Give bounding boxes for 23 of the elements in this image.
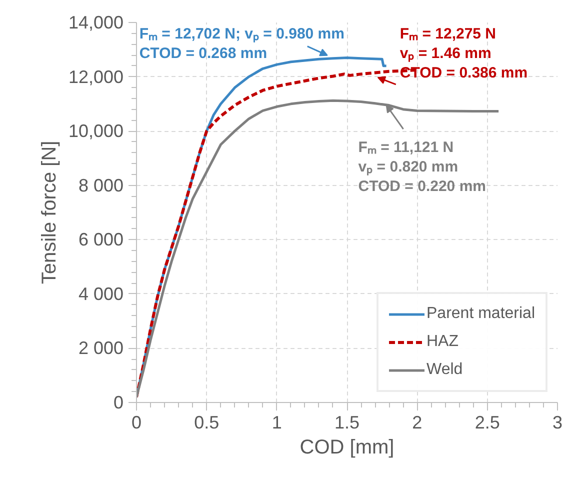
y-tick-label: 12,000: [68, 66, 124, 87]
x-tick-label: 2.5: [474, 412, 500, 432]
y-axis-title: Tensile force [N]: [38, 140, 60, 284]
y-tick-label: 4 000: [78, 284, 124, 304]
x-tick-label: 2: [412, 412, 422, 432]
y-tick-label: 14,000: [68, 12, 124, 32]
x-tick-label: 0: [131, 412, 142, 432]
y-tick-label: 2 000: [78, 338, 124, 358]
x-tick-label: 0.5: [194, 412, 220, 432]
x-tick-label: 3: [552, 412, 563, 432]
legend-label: Parent material: [426, 305, 535, 323]
legend-label: HAZ: [426, 333, 458, 351]
x-axis-title: COD [mm]: [300, 436, 394, 458]
annotation: Fₘ = 12,702 N; vₚ = 0.980 mm CTOD = 0.268 mm: [139, 25, 344, 62]
x-tick-label: 1: [272, 412, 282, 432]
annotation: Fₘ = 11,121 N vₚ = 0.820 mm CTOD = 0.220 mm: [358, 139, 486, 196]
y-tick-label: 8 000: [78, 175, 124, 196]
y-tick-label: 6 000: [78, 230, 124, 250]
annotation: Fₘ = 12,275 N vₚ = 1.46 mm CTOD = 0.386 mm: [400, 25, 528, 82]
y-tick-label: 10,000: [68, 121, 124, 142]
x-tick-label: 1.5: [334, 412, 360, 432]
legend-label: Weld: [426, 361, 463, 379]
y-tick-label: 0: [113, 392, 124, 412]
